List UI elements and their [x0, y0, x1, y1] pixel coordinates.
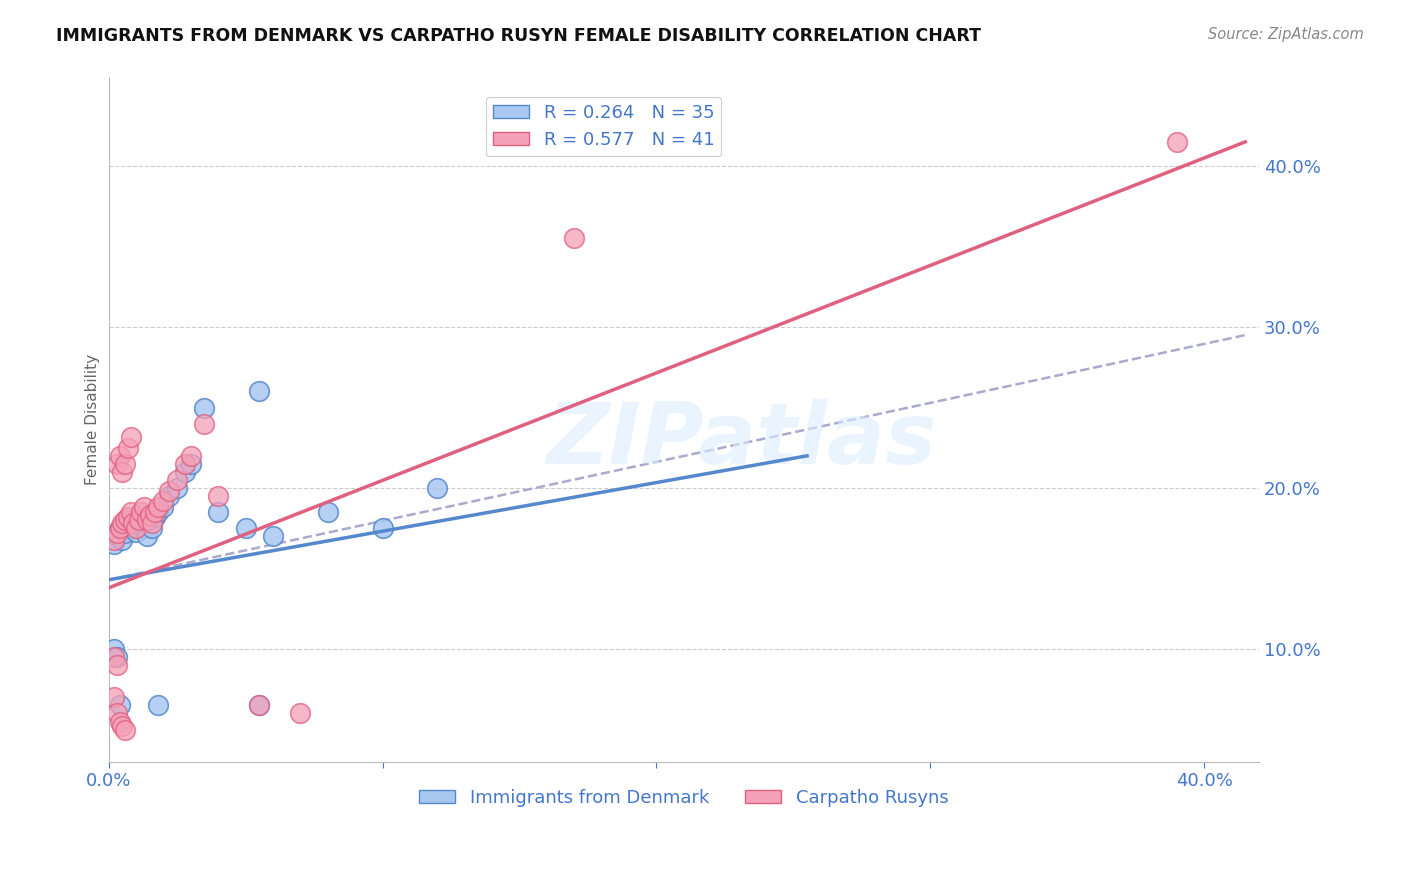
Point	[157, 489, 180, 503]
Text: ZIPatlas: ZIPatlas	[546, 399, 936, 482]
Point	[125, 524, 148, 539]
Point	[166, 473, 188, 487]
Point	[125, 521, 148, 535]
Point	[103, 642, 125, 657]
Point	[143, 510, 166, 524]
Point	[134, 500, 156, 515]
Point	[111, 465, 134, 479]
Point	[152, 494, 174, 508]
Point	[143, 505, 166, 519]
Point	[114, 723, 136, 737]
Point	[247, 698, 270, 713]
Point	[141, 521, 163, 535]
Point	[120, 505, 142, 519]
Point	[114, 513, 136, 527]
Point	[174, 457, 197, 471]
Point	[120, 429, 142, 443]
Point	[146, 500, 169, 515]
Point	[114, 457, 136, 471]
Point	[180, 449, 202, 463]
Point	[120, 513, 142, 527]
Point	[193, 417, 215, 431]
Point	[128, 513, 150, 527]
Point	[105, 658, 128, 673]
Point	[1166, 135, 1188, 149]
Point	[136, 513, 159, 527]
Point	[103, 650, 125, 665]
Point	[103, 533, 125, 547]
Point	[290, 706, 312, 721]
Legend: Immigrants from Denmark, Carpatho Rusyns: Immigrants from Denmark, Carpatho Rusyns	[412, 782, 956, 814]
Point	[138, 513, 160, 527]
Point	[103, 690, 125, 705]
Point	[157, 484, 180, 499]
Point	[108, 449, 131, 463]
Point	[122, 521, 145, 535]
Point	[193, 401, 215, 415]
Point	[174, 465, 197, 479]
Point	[117, 516, 139, 531]
Point	[207, 489, 229, 503]
Point	[235, 521, 257, 535]
Point	[103, 537, 125, 551]
Point	[105, 529, 128, 543]
Point	[105, 526, 128, 541]
Text: Source: ZipAtlas.com: Source: ZipAtlas.com	[1208, 27, 1364, 42]
Point	[562, 231, 585, 245]
Point	[180, 457, 202, 471]
Point	[122, 516, 145, 531]
Point	[117, 441, 139, 455]
Point	[371, 521, 394, 535]
Point	[146, 505, 169, 519]
Point	[105, 650, 128, 665]
Point	[131, 505, 153, 519]
Point	[111, 719, 134, 733]
Point	[105, 706, 128, 721]
Point	[146, 698, 169, 713]
Point	[114, 526, 136, 541]
Point	[141, 516, 163, 531]
Point	[207, 505, 229, 519]
Point	[166, 481, 188, 495]
Point	[138, 508, 160, 523]
Point	[128, 513, 150, 527]
Point	[426, 481, 449, 495]
Point	[105, 457, 128, 471]
Point	[247, 698, 270, 713]
Point	[108, 521, 131, 535]
Point	[152, 500, 174, 515]
Point	[316, 505, 339, 519]
Point	[134, 521, 156, 535]
Point	[111, 516, 134, 531]
Point	[247, 384, 270, 399]
Point	[136, 529, 159, 543]
Point	[108, 714, 131, 729]
Point	[131, 516, 153, 531]
Text: IMMIGRANTS FROM DENMARK VS CARPATHO RUSYN FEMALE DISABILITY CORRELATION CHART: IMMIGRANTS FROM DENMARK VS CARPATHO RUSY…	[56, 27, 981, 45]
Y-axis label: Female Disability: Female Disability	[86, 354, 100, 485]
Point	[111, 533, 134, 547]
Point	[108, 521, 131, 535]
Point	[117, 510, 139, 524]
Point	[108, 698, 131, 713]
Point	[262, 529, 284, 543]
